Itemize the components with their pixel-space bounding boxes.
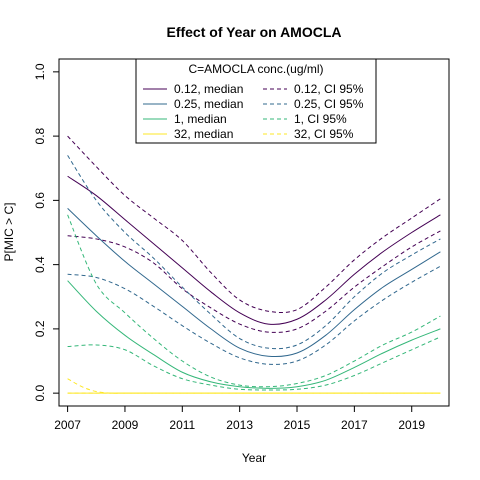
y-tick-label-5: 1.0 xyxy=(33,63,47,80)
x-tick-label-2007: 2007 xyxy=(54,418,81,432)
y-tick-label-1: 0.2 xyxy=(33,320,47,337)
x-axis-label: Year xyxy=(242,451,266,465)
series-line-6 xyxy=(68,281,441,389)
y-tick-label-2: 0.4 xyxy=(33,256,47,273)
legend-entry-1: 0.12, CI 95% xyxy=(294,82,364,96)
x-axis: 2007 2009 2011 2013 2015 2017 2019 xyxy=(54,406,425,432)
legend-title: C=AMOCLA conc.(ug/ml) xyxy=(188,62,323,76)
x-tick-label-2017: 2017 xyxy=(341,418,368,432)
x-tick-label-2009: 2009 xyxy=(112,418,139,432)
x-tick-label-2011: 2011 xyxy=(169,418,195,432)
legend-entry-6: 32, median xyxy=(174,127,233,141)
legend-entry-0: 0.12, median xyxy=(174,82,243,96)
series-line-10 xyxy=(68,379,441,394)
legend-entry-4: 1, median xyxy=(174,112,227,126)
legend: C=AMOCLA conc.(ug/ml) 0.12, median 0.12, … xyxy=(136,59,376,143)
y-tick-label-0: 0.0 xyxy=(33,384,47,401)
legend-entry-2: 0.25, median xyxy=(174,97,243,111)
legend-entry-5: 1, CI 95% xyxy=(294,112,347,126)
series-line-2 xyxy=(68,231,441,333)
y-tick-label-4: 0.8 xyxy=(33,127,47,144)
series-line-0 xyxy=(68,176,441,324)
x-tick-label-2015: 2015 xyxy=(284,418,311,432)
y-tick-label-3: 0.6 xyxy=(33,192,47,209)
x-tick-label-2013: 2013 xyxy=(226,418,253,432)
series-line-7 xyxy=(68,215,441,387)
y-axis: 0.0 0.2 0.4 0.6 0.8 1.0 xyxy=(33,63,59,401)
legend-entry-7: 32, CI 95% xyxy=(294,127,354,141)
x-tick-label-2019: 2019 xyxy=(398,418,425,432)
plot-lines xyxy=(68,136,441,393)
chart-title: Effect of Year on AMOCLA xyxy=(166,24,341,40)
y-axis-label: P[MIC > C] xyxy=(2,202,16,261)
legend-entry-3: 0.25, CI 95% xyxy=(294,97,364,111)
